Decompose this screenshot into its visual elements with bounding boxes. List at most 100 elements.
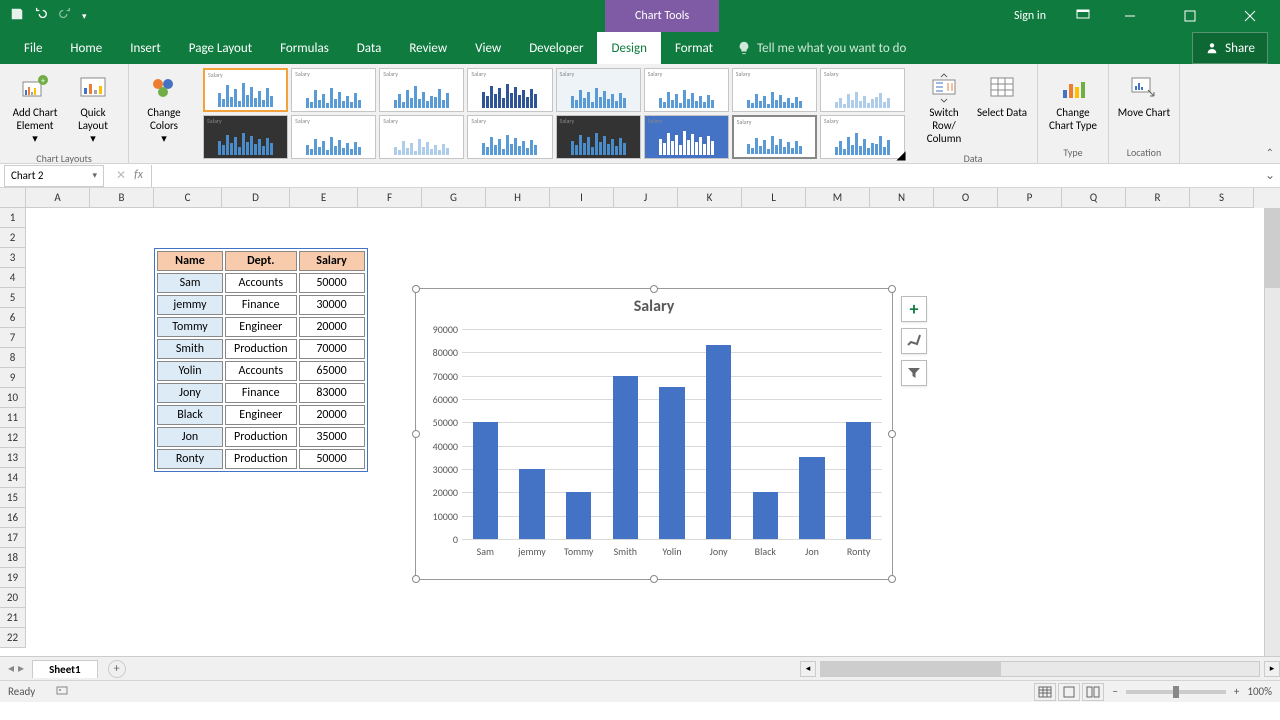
embedded-chart[interactable]: Salary 010000200003000040000500006000070…: [415, 288, 893, 580]
chart-resize-handle[interactable]: [412, 575, 420, 583]
chart-style-thumb[interactable]: Salary: [644, 68, 729, 112]
name-box[interactable]: Chart 2 ▾: [4, 165, 104, 187]
row-header[interactable]: 11: [0, 408, 26, 428]
chart-bar[interactable]: [473, 422, 499, 539]
tab-developer[interactable]: Developer: [515, 32, 597, 64]
change-chart-type-button[interactable]: Change Chart Type: [1044, 68, 1102, 136]
chart-style-thumb[interactable]: Salary: [556, 115, 641, 159]
data-table[interactable]: NameDept.SalarySamAccounts50000jemmyFina…: [154, 248, 368, 472]
tab-home[interactable]: Home: [56, 32, 116, 64]
row-header[interactable]: 15: [0, 488, 26, 508]
sheet-nav-prev-icon[interactable]: ◂: [8, 661, 14, 676]
chart-styles-gallery[interactable]: SalarySalarySalarySalarySalarySalarySala…: [199, 64, 909, 163]
row-header[interactable]: 9: [0, 368, 26, 388]
chart-bar[interactable]: [519, 469, 545, 539]
zoom-slider[interactable]: [1126, 690, 1226, 694]
chart-bar[interactable]: [799, 457, 825, 539]
column-header[interactable]: P: [998, 188, 1062, 208]
select-data-button[interactable]: Select Data: [973, 68, 1031, 150]
select-all-corner[interactable]: [0, 188, 26, 208]
column-header[interactable]: I: [550, 188, 614, 208]
spreadsheet-grid[interactable]: ABCDEFGHIJKLMNOPQRS 12345678910111213141…: [0, 188, 1280, 656]
chart-bar[interactable]: [566, 492, 592, 539]
row-header[interactable]: 20: [0, 588, 26, 608]
ribbon-display-options-icon[interactable]: [1076, 7, 1090, 25]
chart-style-thumb[interactable]: Salary: [379, 68, 464, 112]
chart-elements-button[interactable]: +: [901, 296, 927, 322]
row-header[interactable]: 18: [0, 548, 26, 568]
row-header[interactable]: 8: [0, 348, 26, 368]
column-header[interactable]: C: [154, 188, 222, 208]
chart-style-thumb[interactable]: Salary: [556, 68, 641, 112]
row-header[interactable]: 13: [0, 448, 26, 468]
row-header[interactable]: 21: [0, 608, 26, 628]
undo-icon[interactable]: [34, 7, 48, 25]
fx-icon[interactable]: fx: [134, 168, 143, 183]
chart-title[interactable]: Salary: [416, 289, 892, 320]
chart-resize-handle[interactable]: [888, 285, 896, 293]
collapse-ribbon-icon[interactable]: ⌃: [1266, 146, 1274, 159]
vscroll-thumb[interactable]: [1265, 208, 1280, 288]
chart-style-thumb[interactable]: Salary: [644, 115, 729, 159]
row-header[interactable]: 6: [0, 308, 26, 328]
zoom-level[interactable]: 100%: [1247, 685, 1272, 698]
row-header[interactable]: 2: [0, 228, 26, 248]
view-page-break-button[interactable]: [1082, 683, 1104, 701]
column-header[interactable]: E: [290, 188, 358, 208]
add-chart-element-button[interactable]: + Add Chart Element ▾: [6, 68, 64, 150]
tell-me[interactable]: Tell me what you want to do: [737, 32, 906, 64]
expand-formula-bar-icon[interactable]: ⌄: [1260, 168, 1280, 183]
tab-design[interactable]: Design: [597, 32, 660, 64]
tab-formulas[interactable]: Formulas: [266, 32, 343, 64]
tab-view[interactable]: View: [461, 32, 515, 64]
row-header[interactable]: 4: [0, 268, 26, 288]
hscroll-right-icon[interactable]: ▸: [1264, 661, 1280, 677]
column-header[interactable]: S: [1190, 188, 1254, 208]
row-header[interactable]: 16: [0, 508, 26, 528]
chart-resize-handle[interactable]: [650, 285, 658, 293]
gallery-more-icon[interactable]: ◢: [895, 149, 907, 161]
chart-resize-handle[interactable]: [412, 430, 420, 438]
column-header[interactable]: N: [870, 188, 934, 208]
chart-bar[interactable]: [613, 376, 639, 539]
column-header[interactable]: M: [806, 188, 870, 208]
chart-style-thumb[interactable]: Salary: [291, 68, 376, 112]
tab-page-layout[interactable]: Page Layout: [175, 32, 266, 64]
row-header[interactable]: 10: [0, 388, 26, 408]
chart-resize-handle[interactable]: [650, 575, 658, 583]
chart-bar[interactable]: [846, 422, 872, 539]
tab-file[interactable]: File: [10, 32, 56, 64]
chart-bar[interactable]: [659, 387, 685, 539]
row-header[interactable]: 22: [0, 628, 26, 648]
row-header[interactable]: 7: [0, 328, 26, 348]
column-header[interactable]: B: [90, 188, 154, 208]
column-header[interactable]: K: [678, 188, 742, 208]
vertical-scrollbar[interactable]: [1264, 208, 1280, 656]
row-header[interactable]: 1: [0, 208, 26, 228]
zoom-out-button[interactable]: −: [1112, 685, 1117, 698]
chart-plot-area[interactable]: 0100002000030000400005000060000700008000…: [462, 329, 882, 539]
chart-style-thumb[interactable]: Salary: [467, 68, 552, 112]
chart-resize-handle[interactable]: [412, 285, 420, 293]
save-icon[interactable]: [10, 7, 24, 25]
chart-style-thumb[interactable]: Salary: [820, 68, 905, 112]
chart-bar[interactable]: [753, 492, 779, 539]
share-button[interactable]: Share: [1192, 32, 1268, 64]
view-normal-button[interactable]: [1034, 683, 1056, 701]
chart-style-thumb[interactable]: Salary: [820, 115, 905, 159]
tab-data[interactable]: Data: [343, 32, 396, 64]
quick-layout-button[interactable]: Quick Layout ▾: [64, 68, 122, 150]
tab-review[interactable]: Review: [395, 32, 461, 64]
qat-dropdown-icon[interactable]: ▾: [82, 11, 87, 22]
column-header[interactable]: F: [358, 188, 422, 208]
row-header[interactable]: 14: [0, 468, 26, 488]
namebox-dropdown-icon[interactable]: ▾: [92, 170, 97, 181]
column-header[interactable]: H: [486, 188, 550, 208]
move-chart-button[interactable]: Move Chart: [1115, 68, 1173, 123]
switch-row-column-button[interactable]: Switch Row/ Column: [915, 68, 973, 150]
sheet-nav-next-icon[interactable]: ▸: [18, 661, 24, 676]
column-header[interactable]: Q: [1062, 188, 1126, 208]
column-header[interactable]: G: [422, 188, 486, 208]
maximize-button[interactable]: [1170, 0, 1210, 32]
row-header[interactable]: 17: [0, 528, 26, 548]
